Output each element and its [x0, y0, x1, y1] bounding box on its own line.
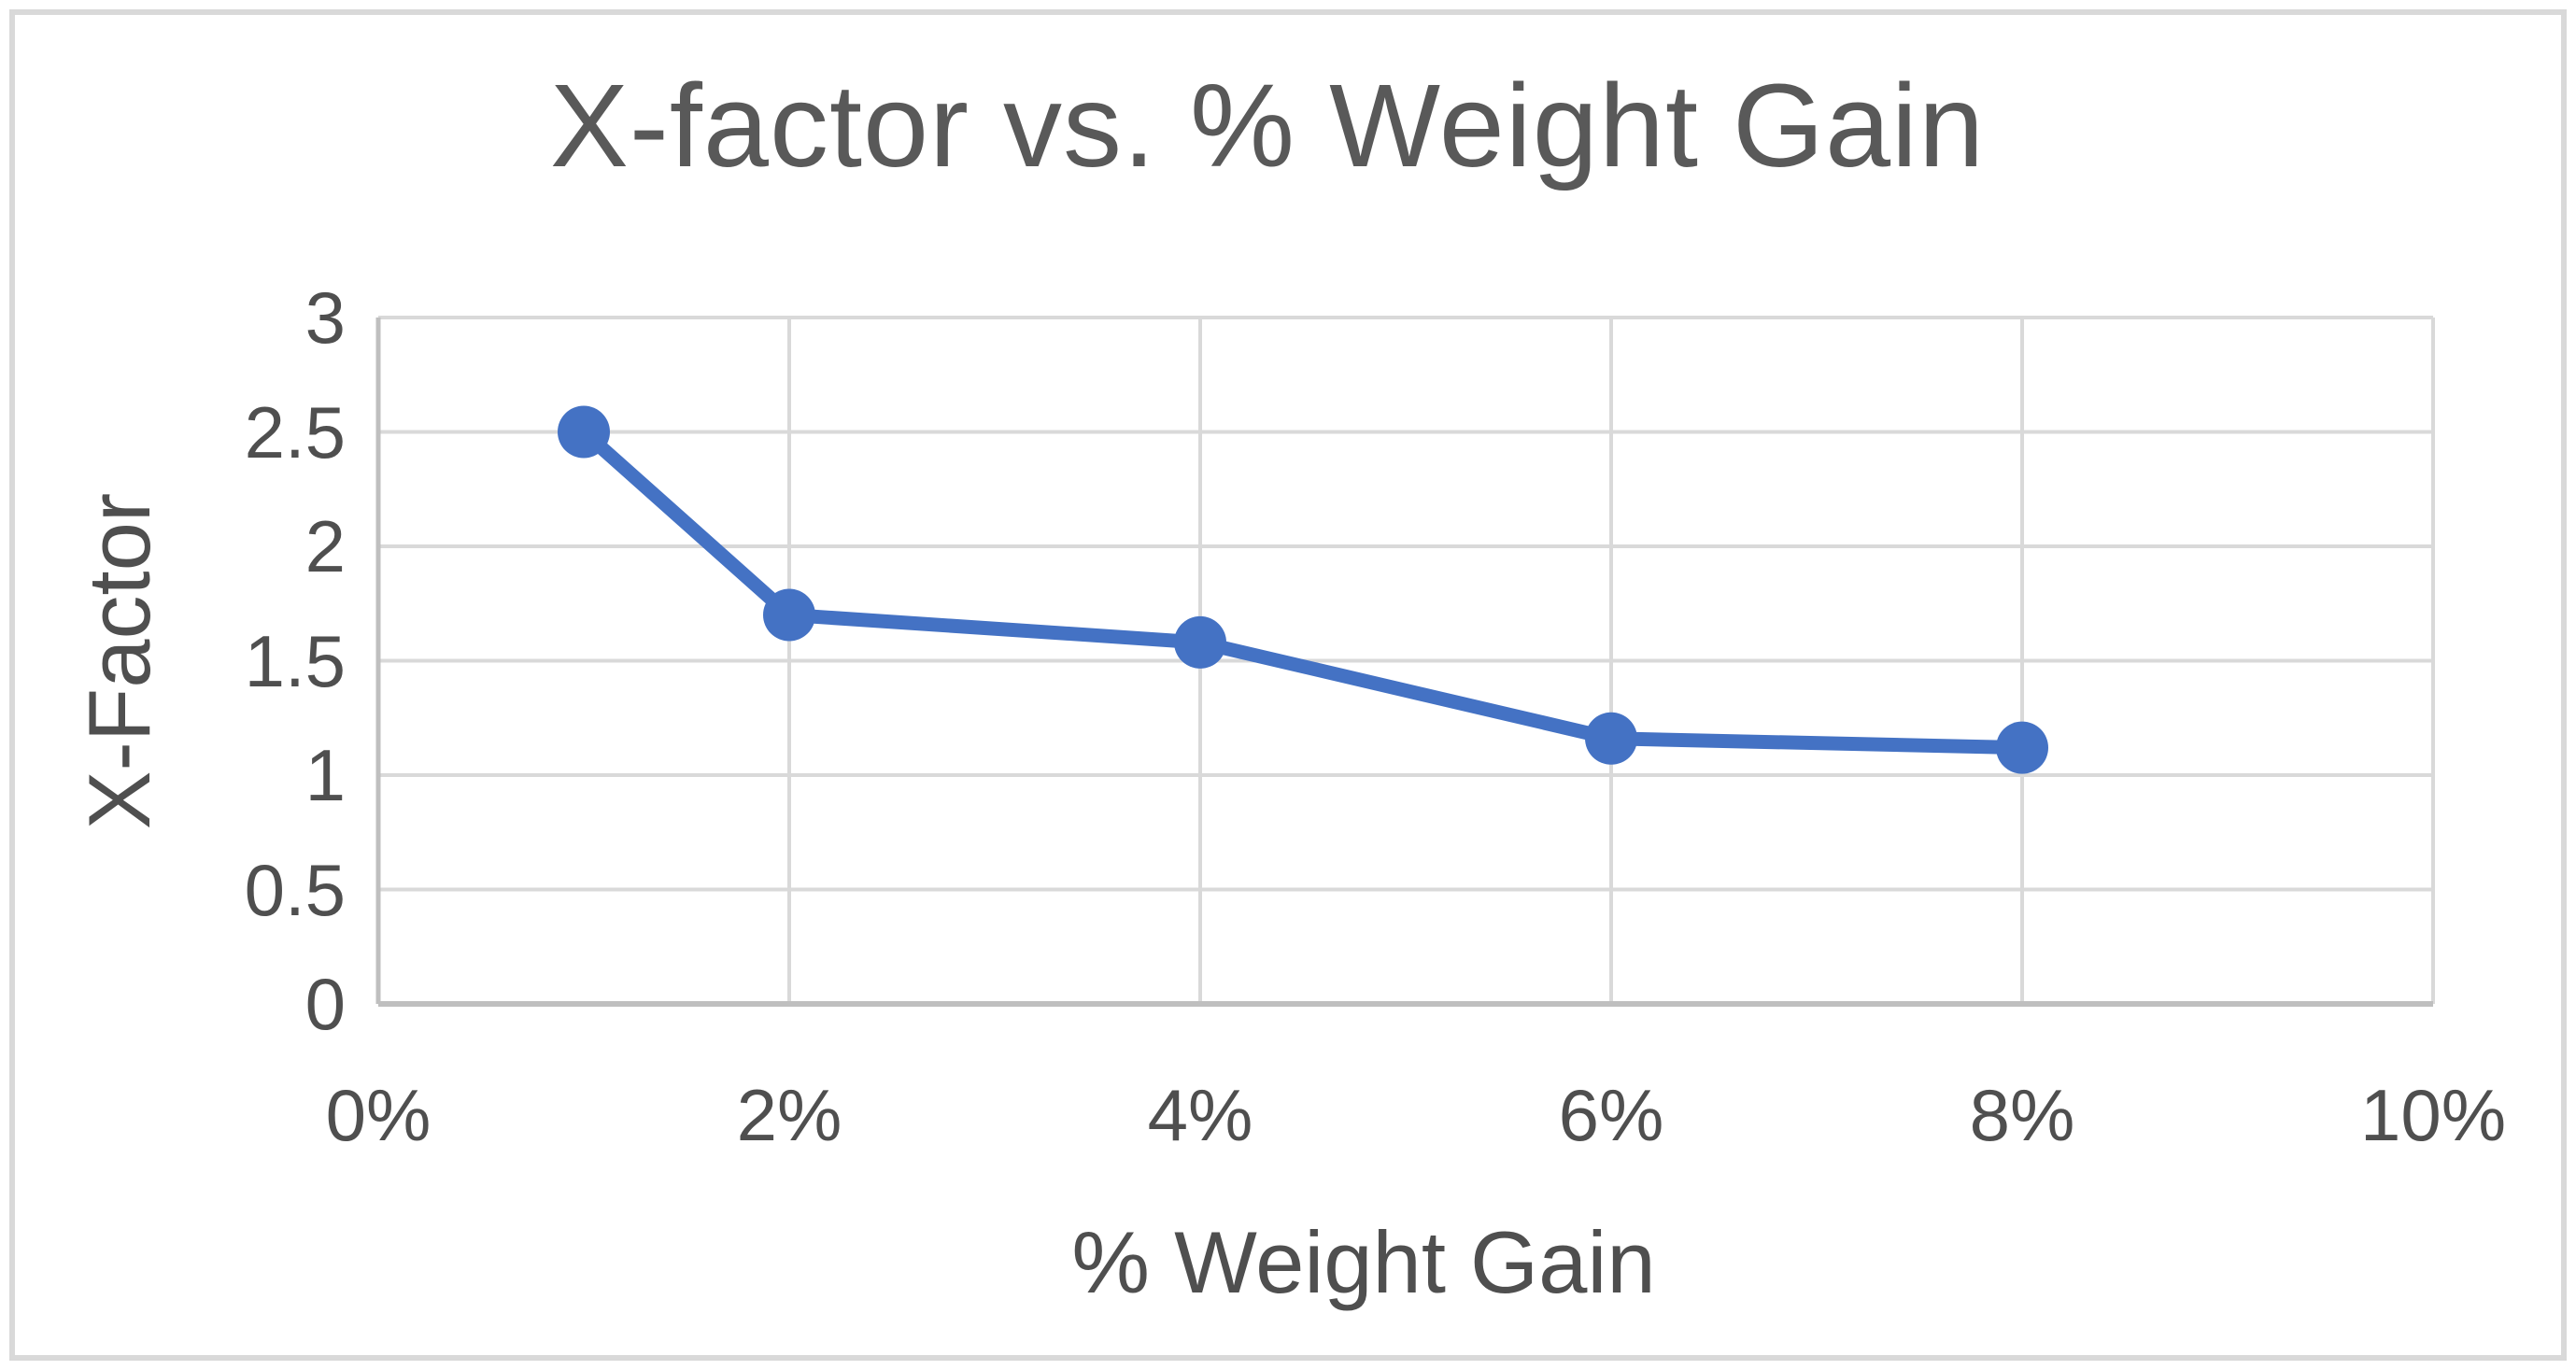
x-axis-title: % Weight Gain — [1071, 1213, 1656, 1311]
data-point-marker — [763, 588, 815, 642]
y-tick-label: 0 — [304, 963, 346, 1045]
x-tick-label: 10% — [2359, 1074, 2507, 1156]
x-tick-label: 0% — [325, 1074, 432, 1156]
data-point-marker — [1585, 712, 1637, 765]
y-tick-label: 2.5 — [244, 390, 346, 473]
y-tick-label: 3 — [304, 276, 346, 359]
data-point-marker — [558, 405, 610, 459]
x-tick-label: 2% — [736, 1074, 842, 1156]
data-point-marker — [1174, 615, 1226, 669]
x-tick-label: 4% — [1147, 1074, 1253, 1156]
chart-title: X-factor vs. % Weight Gain — [549, 60, 1986, 191]
y-tick-label: 2 — [304, 505, 346, 587]
y-tick-label: 1 — [304, 734, 346, 816]
data-point-marker — [1996, 721, 2048, 774]
series-line — [576, 425, 2030, 756]
x-tick-label: 8% — [1969, 1074, 2075, 1156]
y-tick-label: 0.5 — [244, 848, 346, 931]
x-tick-label: 6% — [1558, 1074, 1664, 1156]
y-tick-label: 1.5 — [244, 619, 346, 702]
